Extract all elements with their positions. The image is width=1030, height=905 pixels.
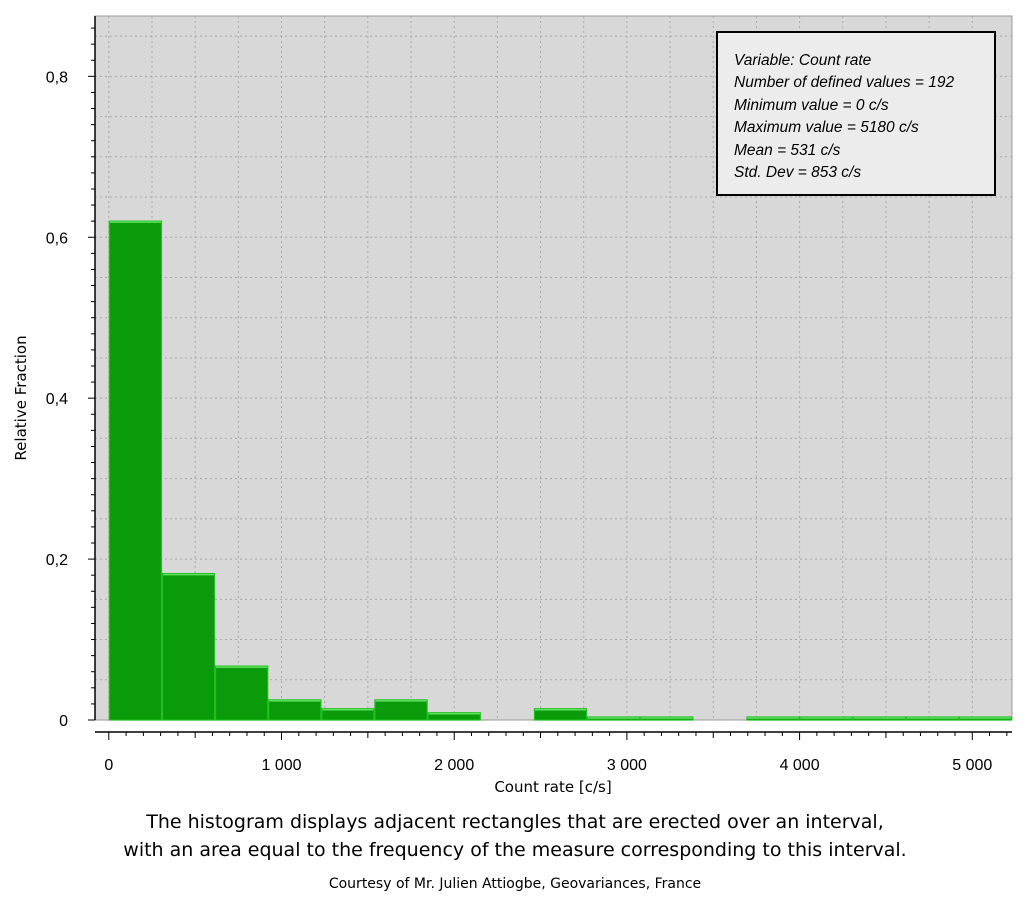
histogram-bar — [427, 712, 481, 721]
x-tick-label: 0 — [104, 757, 113, 774]
histogram-bar — [533, 708, 588, 721]
y-axis-title: Relative Fraction — [12, 335, 30, 460]
histogram-bar — [321, 708, 375, 721]
x-axis-title: Count rate [c/s] — [494, 778, 611, 796]
x-tick-label: 1 000 — [261, 757, 301, 774]
caption-line-2: with an area equal to the frequency of t… — [123, 839, 907, 861]
x-tick-label: 3 000 — [607, 757, 647, 774]
histogram-bar — [108, 220, 163, 721]
stat-maximum: Maximum value = 5180 c/s — [734, 119, 919, 137]
credit-line: Courtesy of Mr. Julien Attiogbe, Geovari… — [328, 876, 702, 892]
y-tick-label: 0,8 — [46, 69, 68, 86]
y-axis-ticks: 0 0,2 0,4 0,6 0,8 — [46, 27, 95, 730]
stat-mean: Mean = 531 c/s — [734, 141, 841, 159]
x-tick-label: 4 000 — [780, 757, 820, 774]
x-axis-ticks: 0 1 000 2 000 3 000 4 000 5 000 — [104, 732, 1008, 774]
x-tick-label: 2 000 — [434, 757, 474, 774]
statistics-legend-box: Variable: Count rate Number of defined v… — [716, 31, 996, 196]
stat-variable: Variable: Count rate — [734, 52, 872, 69]
y-tick-label: 0,6 — [46, 230, 68, 247]
stat-minimum: Minimum value = 0 c/s — [734, 96, 889, 114]
stat-std-dev: Std. Dev = 853 c/s — [734, 164, 862, 182]
stat-count: Number of defined values = 192 — [734, 74, 955, 92]
x-tick-label: 5 000 — [952, 757, 992, 774]
histogram-bars — [108, 220, 1013, 721]
histogram-bar — [161, 572, 216, 721]
axes — [94, 16, 1012, 733]
y-tick-label: 0 — [59, 713, 68, 730]
caption-line-1: The histogram displays adjacent rectangl… — [146, 811, 884, 833]
y-tick-label: 0,2 — [46, 552, 68, 569]
histogram-bar — [374, 699, 428, 721]
histogram-bar — [268, 699, 322, 721]
histogram-bar — [214, 665, 269, 721]
y-tick-label: 0,4 — [46, 391, 68, 408]
